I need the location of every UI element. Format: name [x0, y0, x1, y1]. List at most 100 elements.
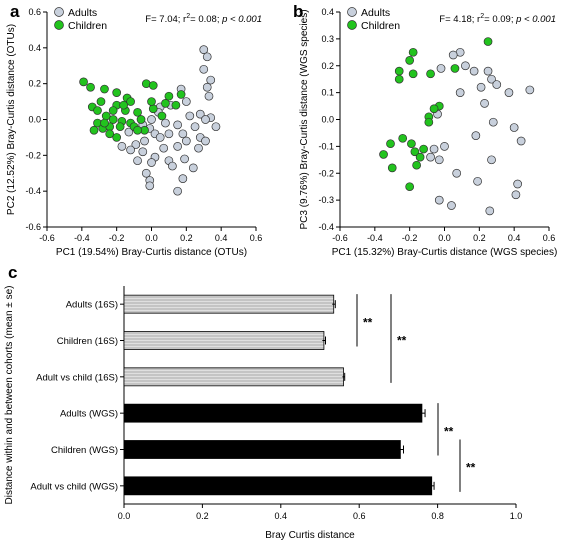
x-tick-label: 0.0 [118, 511, 131, 521]
scatter-panel-a: -0.6 -0.4 -0.2 0.0 0.2 0.4 0.6 -0.6 -0.4 -0.2 0.0 0… [6, 7, 262, 258]
adult-point [188, 163, 198, 173]
adult-point [138, 147, 148, 157]
child-point [133, 107, 142, 117]
x-tick-label: 0.2 [180, 233, 193, 243]
y-tick-label: 0.0 [28, 115, 41, 125]
stat-annotation: F= 7.04; r2= 0.08; p < 0.001 [145, 13, 262, 25]
scatter-panel-b: -0.6 -0.4 -0.2 0.0 0.2 0.4 0.6-0.4-0.3-0.2-0.1… [299, 7, 557, 258]
adult-point [511, 190, 521, 200]
x-tick-label: -0.4 [74, 233, 90, 243]
x-tick-label: 0.6 [543, 233, 556, 243]
adult-point [426, 152, 435, 162]
child-point [100, 118, 109, 128]
child-point [89, 125, 99, 135]
child-point [387, 163, 397, 173]
child-point [408, 69, 418, 79]
x-axis-title: Bray Curtis distance [265, 530, 355, 541]
child-point [108, 115, 118, 124]
adult-point [480, 99, 489, 108]
category-label: Adults (WGS) [60, 409, 118, 420]
child-point [148, 81, 158, 90]
adult-point [447, 201, 456, 210]
child-point [108, 106, 118, 115]
adult-point [147, 158, 156, 167]
y-tick-label: 0.6 [28, 7, 41, 17]
legend-label: Adults [361, 7, 390, 19]
child-point [148, 104, 158, 114]
child-point [386, 139, 395, 149]
legend-marker [347, 20, 357, 30]
child-point [147, 97, 156, 106]
adult-point [180, 154, 189, 164]
significance-label: ** [397, 334, 407, 348]
x-tick-label: -0.6 [39, 233, 55, 243]
adult-point [173, 142, 182, 151]
stat-annotation: F= 4.18; r2= 0.09; p < 0.001 [439, 13, 556, 25]
child-point [96, 97, 106, 106]
adult-point [141, 168, 151, 178]
adult-point [525, 85, 535, 95]
adult-point [161, 118, 170, 128]
child-point [133, 125, 142, 135]
bar [123, 440, 401, 459]
adult-point [434, 195, 444, 205]
adult-point [181, 97, 191, 106]
child-point [394, 66, 404, 76]
child-point [426, 69, 435, 79]
adult-point [429, 144, 439, 154]
category-label: Adults (16S) [66, 300, 118, 311]
y-axis-title: PC2 (12.52%) Bray-Curtis distance (OTUs) [6, 24, 17, 215]
child-point [119, 100, 128, 110]
adult-point [509, 123, 519, 132]
adult-point [452, 168, 462, 178]
child-point [176, 90, 186, 99]
adult-point [131, 140, 141, 149]
child-point [405, 56, 415, 65]
x-tick-label: 0.0 [438, 233, 451, 243]
child-point [161, 99, 170, 108]
bar-panel-c: 0.0 0.2 0.4 0.6 0.8 1.0 Bray Curtis distance Di… [4, 286, 522, 541]
child-point [450, 64, 460, 73]
adult-point [124, 127, 134, 137]
child-point [93, 106, 102, 115]
adult-point [492, 80, 502, 89]
adult-point [202, 52, 212, 62]
x-tick-label: -0.4 [367, 233, 383, 243]
adult-point [181, 136, 191, 146]
y-tick-label: 0.0 [321, 115, 334, 125]
adult-point [513, 179, 523, 189]
legend-label: Adults [68, 7, 97, 19]
adult-point [487, 74, 496, 84]
child-point [407, 139, 416, 149]
adult-point [488, 117, 498, 127]
legend-marker [54, 7, 64, 17]
adult-point [168, 161, 177, 171]
adult-point [455, 88, 465, 97]
x-axis-title: PC1 (19.54%) Bray-Curtis distance (OTUs) [56, 247, 247, 258]
x-tick-label: 1.0 [510, 511, 523, 521]
y-axis-title: Distance within and between cohorts (mea… [4, 286, 15, 505]
adult-point [199, 45, 209, 54]
adult-point [471, 131, 481, 140]
child-point [164, 91, 174, 101]
adult-point [147, 115, 156, 124]
child-point [424, 117, 434, 127]
child-point [100, 84, 109, 94]
child-point [415, 152, 425, 162]
adult-point [155, 133, 165, 142]
adult-point [173, 120, 182, 130]
adult-point [204, 91, 214, 101]
adult-point [201, 115, 210, 124]
adult-point [178, 174, 188, 183]
y-tick-label: -0.1 [318, 141, 334, 151]
adult-point [185, 111, 195, 121]
x-tick-label: 0.6 [353, 511, 366, 521]
child-point [115, 122, 125, 132]
adult-point [436, 64, 446, 73]
adult-point [159, 143, 169, 153]
adult-point [211, 122, 221, 132]
category-label: Adult vs child (WGS) [30, 481, 118, 492]
y-tick-label: -0.6 [25, 222, 41, 232]
adult-point [483, 66, 493, 76]
adult-point [190, 122, 200, 132]
